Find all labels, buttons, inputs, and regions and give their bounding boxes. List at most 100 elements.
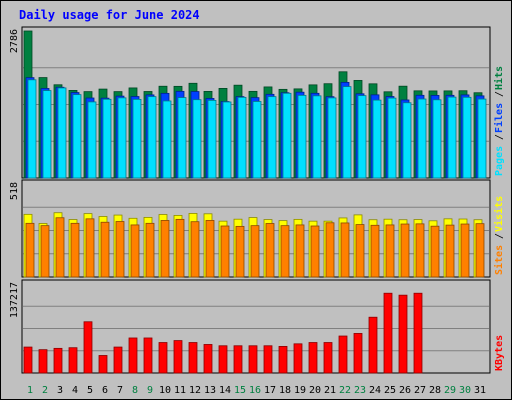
bar-sites-day-6 [100,221,110,278]
bar-pages-day-7 [117,97,127,179]
bar-sites-day-11 [175,218,185,278]
bar-pages-day-8 [132,98,142,179]
day-label: 29 [444,385,456,396]
legend-kbytes: KBytes [494,335,505,371]
day-label: 21 [324,385,336,396]
bar-pages-day-27 [417,98,427,179]
bar-sites-day-24 [370,224,380,278]
bar-sites-day-18 [280,225,290,278]
bar-sites-day-21 [325,222,335,278]
bar-pages-day-2 [42,90,52,179]
bar-sites-day-8 [130,224,140,278]
bar-kbytes-day-22 [338,335,348,374]
bar-pages-day-30 [462,96,472,179]
day-labels: 1 2 3 4 5 6 7 8 9 10 11 12 13 14 15 16 17 18 19 20 21 22 23 24 2… [27,385,486,396]
bar-sites-day-31 [475,223,485,278]
bar-sites-day-30 [460,223,470,278]
bar-pages-day-20 [312,95,322,179]
day-label: 19 [294,385,306,396]
bar-sites-day-20 [310,225,320,278]
bar-pages-day-9 [147,96,157,179]
bar-kbytes-day-21 [323,342,333,374]
bar-kbytes-day-6 [98,355,108,374]
bar-sites-day-12 [190,221,200,278]
bar-pages-day-28 [432,99,442,179]
bar-kbytes-day-18 [278,346,288,374]
y-max-label: 137217 [9,282,20,318]
legend-separator: / [494,91,505,97]
bar-kbytes-day-1 [23,346,33,374]
bar-sites-day-26 [400,223,410,278]
bar-sites-day-22 [340,222,350,278]
bar-pages-day-3 [57,87,67,179]
bar-pages-day-15 [237,96,247,179]
bar-pages-day-16 [252,101,262,179]
day-label: 11 [174,385,186,396]
bar-pages-day-1 [27,79,37,179]
day-label: 13 [204,385,216,396]
bar-sites-day-2 [40,225,50,278]
bar-sites-day-7 [115,221,125,278]
day-label: 23 [354,385,366,396]
bar-kbytes-day-9 [143,337,153,374]
day-label: 5 [87,385,93,396]
bar-kbytes-day-27 [413,292,423,374]
bar-kbytes-day-19 [293,343,303,374]
bar-pages-day-11 [177,97,187,179]
bar-pages-day-12 [192,99,202,179]
bar-pages-day-23 [357,95,367,179]
day-label: 18 [279,385,291,396]
day-label: 16 [249,385,261,396]
day-label: 1 [27,385,33,396]
bar-kbytes-day-7 [113,346,123,374]
legend-hits: Hits [493,66,505,90]
legend-sites: Sites [493,245,505,275]
panel-kbytes: 137217 KBytes [9,279,505,374]
bar-kbytes-day-8 [128,337,138,374]
day-label: 12 [189,385,201,396]
bar-kbytes-day-10 [158,342,168,374]
bar-kbytes-day-17 [263,345,273,374]
bar-kbytes-day-3 [53,347,63,374]
bar-pages-day-4 [72,94,82,179]
bar-kbytes-day-14 [218,345,228,374]
bar-pages-day-18 [282,92,292,179]
chart-title: Daily usage for June 2024 [19,8,200,22]
day-label: 28 [429,385,441,396]
bar-sites-day-27 [415,223,425,278]
day-label: 22 [339,385,351,396]
day-label: 6 [102,385,108,396]
bar-sites-day-15 [235,225,245,278]
bar-pages-day-21 [327,97,337,179]
legend-separator: / [494,134,505,140]
bar-kbytes-day-20 [308,342,318,374]
bar-kbytes-day-26 [398,294,408,374]
bar-kbytes-day-24 [368,316,378,374]
day-label: 14 [219,385,231,396]
bar-pages-day-17 [267,96,277,179]
day-label: 2 [42,385,48,396]
bar-sites-day-28 [430,225,440,278]
bar-kbytes-day-25 [383,292,393,374]
day-label: 7 [117,385,123,396]
bar-sites-day-17 [265,223,275,278]
y-max-label: 2786 [9,29,20,53]
y-max-label: 518 [9,182,20,200]
day-label: 15 [234,385,246,396]
day-label: 31 [474,385,486,396]
bar-pages-day-13 [207,99,217,179]
chart-panels: 2786Pages/Files/Hits518Sites/Visits13721… [9,26,505,374]
bar-pages-day-5 [87,101,97,179]
legend-visits: Visits [493,196,505,232]
panel-visits-sites: 518 Sites /Visits [9,179,505,278]
day-label: 4 [72,385,78,396]
bar-sites-day-10 [160,220,170,278]
bar-sites-day-4 [70,222,80,278]
panel-legend: Sites /Visits [493,196,505,275]
panel-legend: Pages/Files/Hits [493,66,505,176]
bar-pages-day-6 [102,98,112,179]
bar-kbytes-day-23 [353,333,363,374]
bar-pages-day-19 [297,94,307,179]
bar-kbytes-day-11 [173,340,183,374]
